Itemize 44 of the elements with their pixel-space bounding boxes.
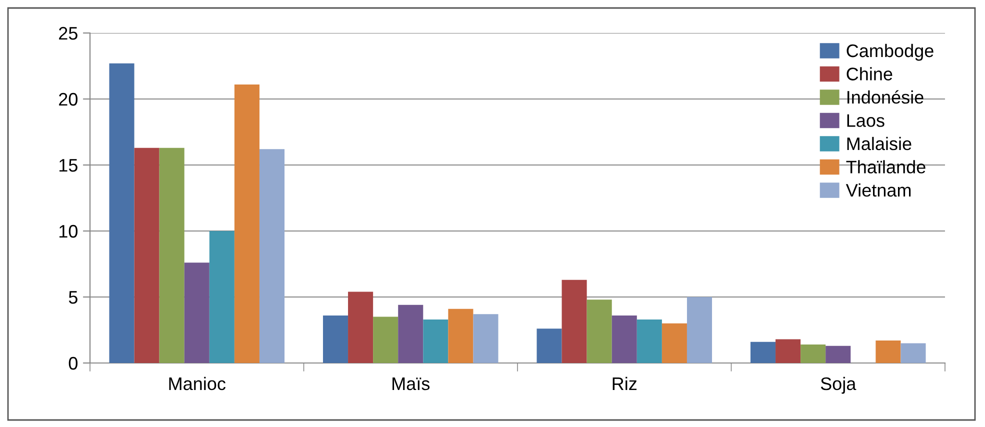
legend-label: Laos (847, 114, 884, 127)
bar (159, 148, 184, 363)
bar (259, 149, 285, 363)
legend-label: Indonésie (848, 90, 924, 104)
bar (800, 344, 826, 363)
bar (612, 315, 637, 363)
legend-label: Chine (846, 67, 892, 80)
x-tick-label: Manioc (169, 376, 226, 390)
bar (662, 323, 687, 363)
bar (750, 342, 776, 363)
bar (234, 84, 260, 363)
bar (586, 300, 612, 363)
bar (348, 292, 374, 363)
bar (448, 308, 474, 363)
x-tick-label: Soja (820, 376, 856, 394)
bar (826, 346, 851, 363)
bar (373, 316, 398, 363)
y-tick-label: 15 (59, 159, 78, 172)
bar (184, 262, 210, 363)
bar (473, 314, 498, 363)
y-tick-label: 5 (68, 291, 78, 304)
bar (686, 297, 712, 363)
legend-label: Vietnam (846, 183, 911, 197)
bar (134, 148, 160, 363)
x-tick-label: Riz (612, 376, 637, 390)
bar (776, 339, 801, 363)
y-tick-label: 25 (59, 26, 78, 40)
bar (398, 304, 424, 363)
bar (209, 231, 234, 363)
bar (636, 319, 662, 363)
legend-label: Cambodge (846, 44, 934, 61)
x-tick-label: Maïs (392, 378, 430, 390)
bar (109, 63, 134, 363)
legend-label: Thaïlande (846, 160, 926, 174)
bar (876, 340, 901, 363)
bar (900, 343, 926, 363)
y-tick-label: 10 (59, 224, 78, 238)
legend-label: Malaisie (847, 136, 912, 150)
y-tick-label: 20 (59, 92, 78, 106)
bar (322, 315, 348, 363)
y-tick-label: 0 (68, 356, 78, 370)
bar (536, 328, 562, 363)
bar (562, 280, 587, 363)
bar (423, 319, 448, 363)
